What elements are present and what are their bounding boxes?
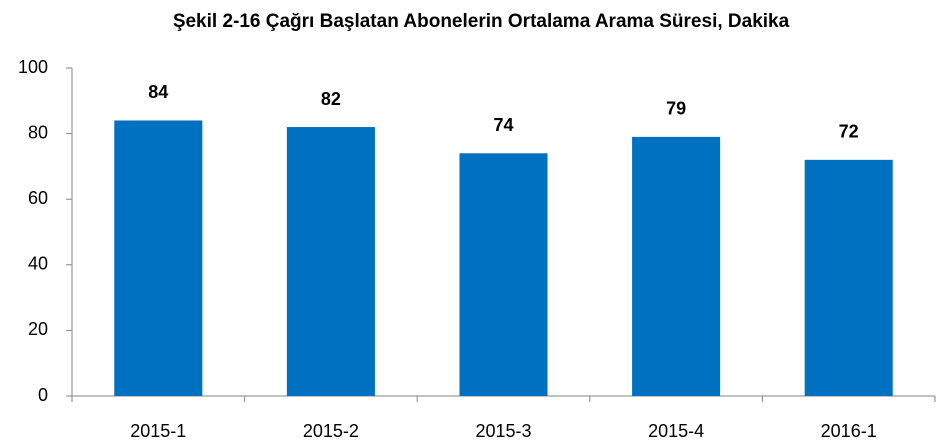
x-tick-label: 2016-1	[821, 421, 877, 441]
data-label: 82	[321, 89, 341, 109]
x-tick-label: 2015-3	[475, 421, 531, 441]
bar	[459, 153, 548, 396]
bar	[632, 136, 721, 396]
y-tick-label: 100	[18, 57, 48, 77]
data-label: 84	[148, 82, 168, 102]
y-tick-label: 0	[38, 385, 48, 405]
y-tick-label: 80	[28, 122, 48, 142]
bar	[804, 159, 893, 396]
x-tick-label: 2015-4	[648, 421, 704, 441]
x-tick-label: 2015-1	[130, 421, 186, 441]
data-label: 72	[839, 122, 859, 142]
bar	[286, 127, 375, 396]
x-tick-label: 2015-2	[303, 421, 359, 441]
y-tick-label: 20	[28, 319, 48, 339]
chart-title: Şekil 2-16 Çağrı Başlatan Abonelerin Ort…	[173, 11, 790, 32]
y-tick-label: 40	[28, 254, 48, 274]
bar	[114, 120, 203, 396]
data-label: 79	[666, 99, 686, 119]
data-label: 74	[493, 115, 513, 135]
y-tick-label: 60	[28, 188, 48, 208]
